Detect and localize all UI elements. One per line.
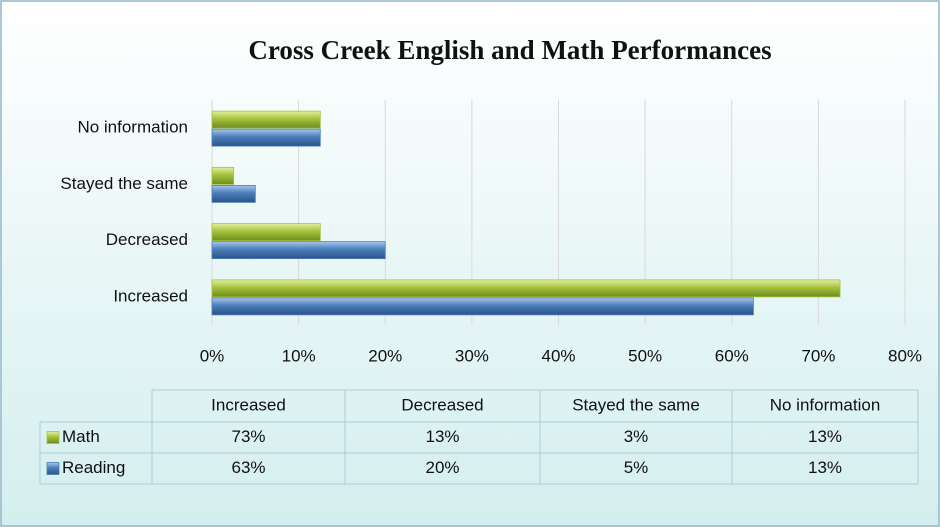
- table-cell: 5%: [624, 458, 649, 477]
- bar: [211, 279, 841, 298]
- bar: [211, 110, 321, 129]
- bar: [211, 184, 256, 203]
- y-tick-label: No information: [77, 118, 188, 137]
- legend-label: Math: [62, 427, 100, 446]
- x-tick-label: 70%: [801, 346, 835, 365]
- table-cell: 20%: [425, 458, 459, 477]
- bar: [211, 297, 754, 316]
- x-tick-label: 40%: [541, 346, 575, 365]
- x-tick-label: 60%: [715, 346, 749, 365]
- legend-key: [46, 431, 60, 444]
- bar: [211, 223, 321, 242]
- table-cell: 13%: [808, 427, 842, 446]
- table-cell: 3%: [624, 427, 649, 446]
- table-cell: 13%: [808, 458, 842, 477]
- x-tick-label: 80%: [888, 346, 922, 365]
- table-cell: 73%: [231, 427, 265, 446]
- y-tick-label: Decreased: [106, 230, 188, 249]
- x-tick-label: 10%: [282, 346, 316, 365]
- table-header: No information: [770, 395, 881, 414]
- x-tick-label: 50%: [628, 346, 662, 365]
- legend-label: Reading: [62, 458, 125, 477]
- y-tick-label: Stayed the same: [60, 174, 188, 193]
- x-tick-label: 30%: [455, 346, 489, 365]
- bar: [211, 166, 235, 185]
- chart-title: Cross Creek English and Math Performance…: [248, 35, 771, 65]
- table-header: Increased: [211, 395, 286, 414]
- table-cell: 13%: [425, 427, 459, 446]
- bar: [211, 241, 386, 260]
- bar: [211, 128, 321, 147]
- table-header: Stayed the same: [572, 395, 700, 414]
- table-header: Decreased: [401, 395, 483, 414]
- x-tick-label: 0%: [200, 346, 225, 365]
- y-tick-label: Increased: [113, 286, 188, 305]
- table-cell: 63%: [231, 458, 265, 477]
- x-tick-label: 20%: [368, 346, 402, 365]
- legend-key: [46, 462, 60, 475]
